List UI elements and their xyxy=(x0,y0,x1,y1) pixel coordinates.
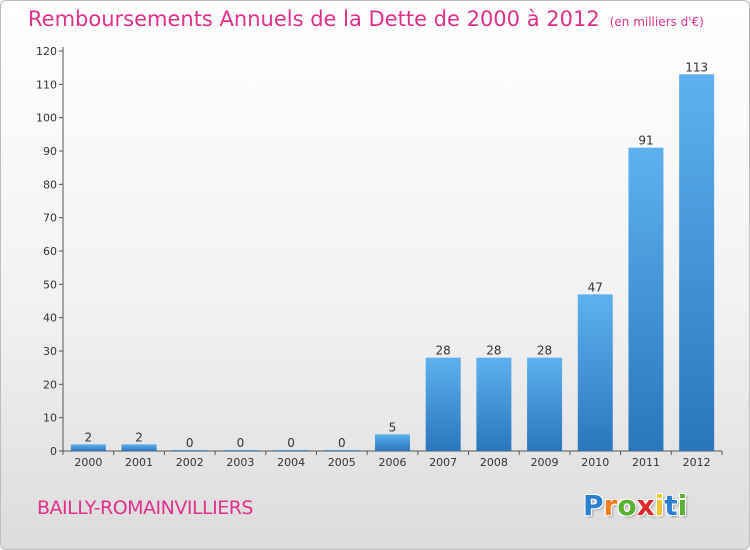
data-label: 91 xyxy=(638,134,653,148)
bar xyxy=(577,294,613,451)
bar xyxy=(121,444,157,451)
commune-name: BAILLY-ROMAINVILLIERS xyxy=(37,497,254,519)
y-tick-label: 10 xyxy=(43,412,57,425)
y-tick-label: 120 xyxy=(36,45,57,58)
x-tick-label: 2007 xyxy=(429,456,457,469)
x-tick-label: 2011 xyxy=(632,456,660,469)
y-tick-label: 80 xyxy=(43,178,57,191)
y-tick-label: 50 xyxy=(43,278,57,291)
bar xyxy=(527,357,563,451)
y-tick-label: 40 xyxy=(43,312,57,325)
data-label: 0 xyxy=(237,436,245,450)
data-label: 0 xyxy=(186,436,194,450)
y-tick-label: 100 xyxy=(36,112,57,125)
bar xyxy=(375,434,410,451)
bar xyxy=(425,357,461,451)
x-tick-label: 2012 xyxy=(683,456,711,469)
bar xyxy=(172,450,208,451)
y-tick-label: 30 xyxy=(43,345,57,358)
y-tick-label: 20 xyxy=(43,378,57,391)
data-label: 28 xyxy=(537,344,552,358)
bar xyxy=(273,450,309,451)
bar xyxy=(222,450,258,451)
y-tick-label: 110 xyxy=(36,78,57,91)
y-tick-label: 70 xyxy=(43,212,57,225)
x-tick-label: 2004 xyxy=(277,456,305,469)
data-label: 0 xyxy=(338,436,346,450)
y-tick-label: 0 xyxy=(50,445,57,458)
data-label: 2 xyxy=(135,430,143,444)
y-tick-label: 90 xyxy=(43,145,57,158)
x-tick-label: 2002 xyxy=(176,456,204,469)
x-tick-label: 2003 xyxy=(226,456,254,469)
data-label: 28 xyxy=(436,344,451,358)
x-tick-label: 2008 xyxy=(480,456,508,469)
logo-letter: i xyxy=(677,489,688,522)
x-tick-label: 2009 xyxy=(531,456,559,469)
axes xyxy=(62,47,722,452)
units-label: (en milliers d'€) xyxy=(609,15,704,29)
data-label: 47 xyxy=(588,280,603,294)
data-label: 5 xyxy=(389,420,397,434)
x-axis-ticks: 2000 2001 2002 2003 2004 2005 2006 2007 2008 2009… xyxy=(62,451,723,469)
chart-title-text: Remboursements Annuels de la Dette de 20… xyxy=(28,7,600,31)
data-label: 28 xyxy=(486,344,501,358)
logo-letter: P xyxy=(583,489,604,522)
x-tick-label: 2000 xyxy=(74,456,102,469)
bar xyxy=(476,357,512,451)
bars xyxy=(70,74,715,451)
x-tick-label: 2001 xyxy=(125,456,153,469)
bar xyxy=(679,74,715,451)
data-label: 2 xyxy=(85,430,93,444)
x-tick-label: 2010 xyxy=(581,456,609,469)
x-tick-label: 2005 xyxy=(328,456,356,469)
proxiti-logo: Proxiti xyxy=(583,489,687,522)
bar xyxy=(628,147,664,451)
logo-letter: i xyxy=(654,489,665,522)
data-labels: 2 2 0 0 0 0 5 28 28 28 47 91 113 xyxy=(85,60,709,450)
y-axis-ticks: 0 10 20 30 40 50 60 70 80 90 100 110 120 xyxy=(36,45,63,458)
logo-letter: r xyxy=(603,489,618,522)
data-label: 0 xyxy=(287,436,295,450)
logo-letter: x xyxy=(636,489,655,522)
logo-letter: t xyxy=(664,489,678,522)
data-label: 113 xyxy=(685,60,708,74)
y-tick-label: 60 xyxy=(43,245,57,258)
logo-letter: o xyxy=(617,489,637,522)
bar xyxy=(324,450,360,451)
x-tick-label: 2006 xyxy=(379,456,407,469)
bar xyxy=(70,444,106,451)
chart-title: Remboursements Annuels de la Dette de 20… xyxy=(28,7,704,31)
